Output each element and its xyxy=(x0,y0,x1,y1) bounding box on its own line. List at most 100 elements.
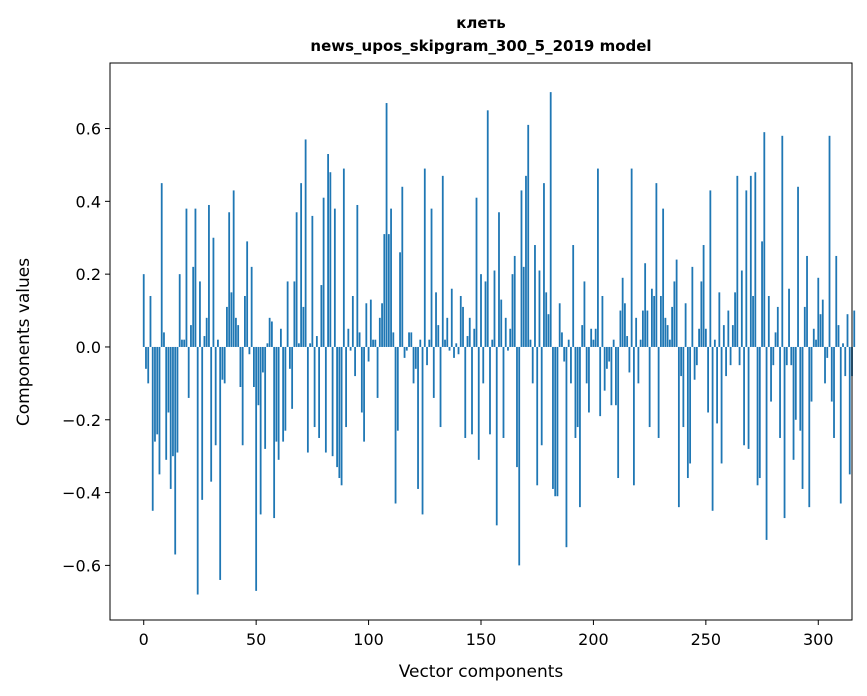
bar xyxy=(749,175,752,347)
bar xyxy=(473,328,476,347)
bar xyxy=(480,274,482,347)
bar xyxy=(680,346,683,377)
bar xyxy=(208,204,210,347)
bar xyxy=(785,346,788,366)
bar xyxy=(284,346,287,431)
bar xyxy=(776,306,779,347)
bar xyxy=(302,306,305,347)
bar xyxy=(700,281,703,347)
x-tick-label: 250 xyxy=(691,630,722,649)
bar xyxy=(590,328,593,347)
bar xyxy=(783,346,786,519)
bar xyxy=(767,295,770,347)
bar xyxy=(756,346,759,486)
bar xyxy=(691,266,694,347)
bar xyxy=(322,197,325,347)
bar xyxy=(594,328,597,347)
bar xyxy=(561,332,563,347)
bar xyxy=(444,339,446,347)
bar xyxy=(367,346,370,362)
bar xyxy=(214,346,217,446)
bar xyxy=(446,317,449,347)
bar xyxy=(689,346,692,464)
bar xyxy=(340,346,343,486)
bar xyxy=(217,339,219,347)
bar xyxy=(315,336,318,347)
bar xyxy=(572,245,575,347)
bar xyxy=(318,346,321,438)
bar xyxy=(156,346,159,435)
bar xyxy=(774,332,777,347)
bar xyxy=(504,317,507,347)
bar xyxy=(145,346,147,369)
bar xyxy=(372,339,374,347)
bar xyxy=(743,346,745,446)
x-tick-label: 50 xyxy=(246,630,266,649)
bar xyxy=(261,346,264,373)
bar xyxy=(412,346,415,384)
bar xyxy=(664,317,667,347)
bar xyxy=(306,346,309,453)
bar xyxy=(500,299,503,347)
x-tick-label: 100 xyxy=(353,630,384,649)
bar xyxy=(826,346,829,358)
bar xyxy=(628,346,631,373)
bar-series xyxy=(142,92,856,595)
x-axis-label: Vector components xyxy=(399,662,564,682)
bar xyxy=(354,346,356,377)
bar xyxy=(419,339,422,347)
bar xyxy=(232,190,235,347)
bar xyxy=(453,346,455,358)
bar xyxy=(641,310,644,347)
bar xyxy=(471,346,473,435)
bar xyxy=(401,186,404,347)
bar xyxy=(392,332,395,347)
y-tick-label: 0.4 xyxy=(76,192,101,211)
bar xyxy=(509,328,512,347)
bar xyxy=(626,336,629,347)
bar xyxy=(264,346,267,449)
bar xyxy=(745,190,748,347)
bar xyxy=(513,255,516,347)
bar xyxy=(167,346,170,413)
bar xyxy=(495,346,498,526)
bar xyxy=(160,183,163,347)
bar xyxy=(421,346,424,515)
bar xyxy=(435,292,437,347)
bar xyxy=(255,346,258,591)
y-tick-label: −0.2 xyxy=(62,411,101,430)
bar xyxy=(455,343,458,347)
bar xyxy=(824,346,826,384)
chart-title-line-1: клеть xyxy=(456,14,506,32)
bar xyxy=(304,139,307,347)
bar xyxy=(199,281,201,347)
x-tick-label: 0 xyxy=(139,630,149,649)
bar xyxy=(426,346,428,366)
bar xyxy=(693,346,696,380)
bar xyxy=(297,343,300,347)
bar xyxy=(682,346,685,428)
bar xyxy=(403,346,406,358)
bar xyxy=(639,339,642,347)
bar xyxy=(666,325,669,347)
y-tick-label: −0.6 xyxy=(62,556,101,575)
bar xyxy=(142,274,145,347)
bar xyxy=(259,346,262,515)
bar xyxy=(428,339,431,347)
bar xyxy=(648,346,651,428)
bar xyxy=(374,339,377,347)
bar xyxy=(615,346,617,406)
bar xyxy=(592,339,595,347)
bar xyxy=(349,346,352,351)
x-axis-ticks: 0 50 100 150 200 250 300 xyxy=(139,620,834,649)
bar xyxy=(293,281,296,347)
bar xyxy=(475,197,478,347)
bar xyxy=(821,299,824,347)
bar xyxy=(273,346,276,519)
bar xyxy=(365,303,368,347)
bar xyxy=(803,306,806,347)
bar xyxy=(381,303,383,347)
bar xyxy=(527,124,530,347)
bar xyxy=(545,292,548,347)
bar xyxy=(414,346,417,369)
